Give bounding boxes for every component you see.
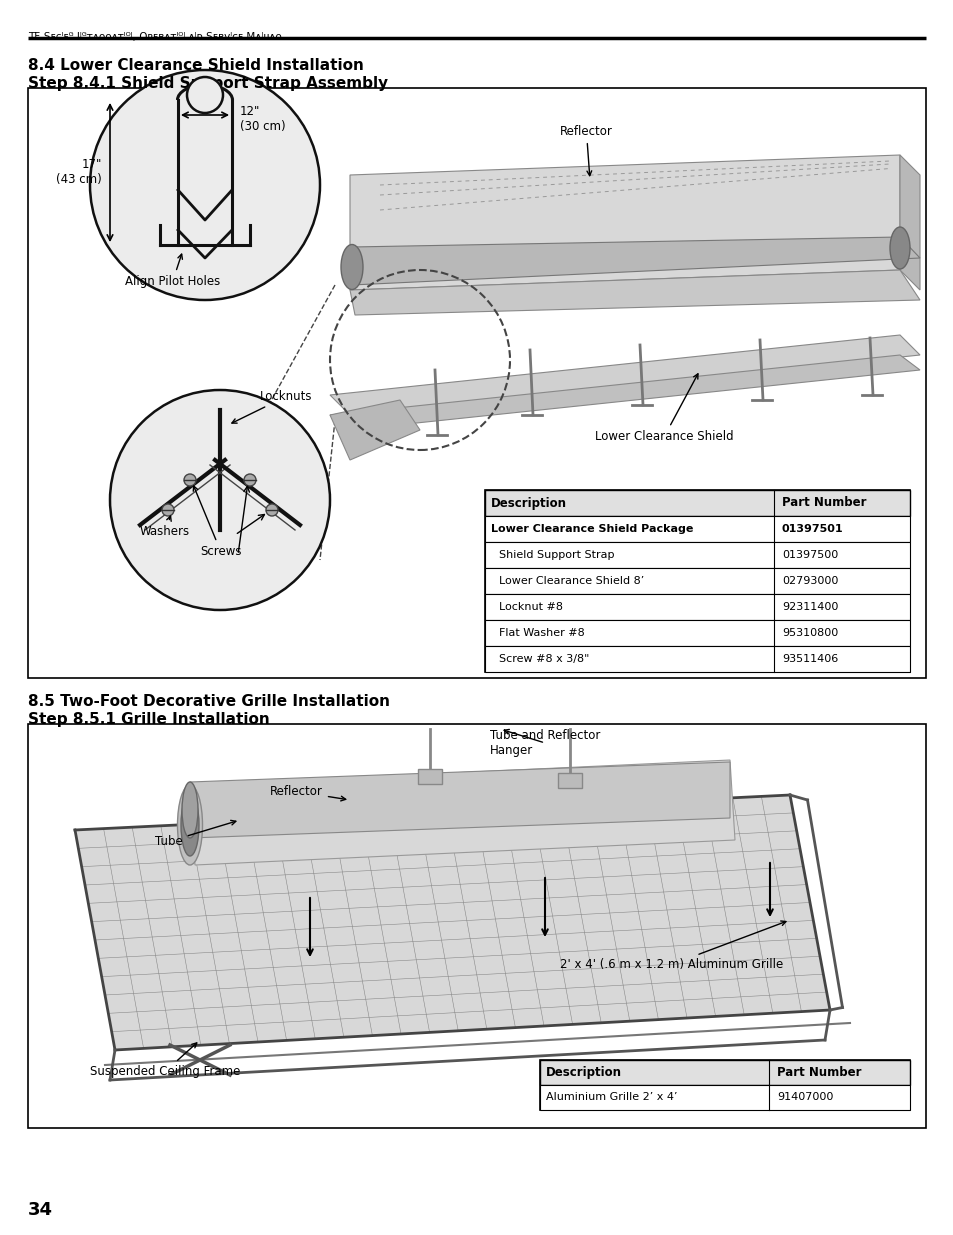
Text: 01397501: 01397501 bbox=[781, 524, 842, 534]
Ellipse shape bbox=[889, 227, 909, 269]
Polygon shape bbox=[352, 237, 919, 285]
Circle shape bbox=[187, 77, 223, 112]
Text: Lower Clearance Shield: Lower Clearance Shield bbox=[595, 374, 733, 443]
Bar bbox=[484, 490, 909, 672]
Text: Aluminium Grille 2’ x 4’: Aluminium Grille 2’ x 4’ bbox=[545, 1093, 677, 1103]
Ellipse shape bbox=[181, 794, 199, 856]
Text: Locknut #8: Locknut #8 bbox=[498, 601, 562, 613]
Text: Shield Support Strap: Shield Support Strap bbox=[498, 550, 614, 559]
Text: Tube and Reflector
Hanger: Tube and Reflector Hanger bbox=[490, 729, 599, 757]
Polygon shape bbox=[417, 769, 441, 784]
Text: Reflector: Reflector bbox=[270, 785, 345, 802]
Circle shape bbox=[266, 504, 277, 516]
Text: Lower Clearance Shield 8’: Lower Clearance Shield 8’ bbox=[498, 576, 643, 585]
Polygon shape bbox=[75, 795, 829, 1050]
Circle shape bbox=[184, 474, 195, 487]
Ellipse shape bbox=[182, 782, 198, 839]
Circle shape bbox=[110, 390, 330, 610]
Circle shape bbox=[90, 70, 319, 300]
Text: 93511406: 93511406 bbox=[781, 655, 838, 664]
Text: Reflector: Reflector bbox=[559, 125, 612, 175]
Text: 92311400: 92311400 bbox=[781, 601, 838, 613]
Text: 91407000: 91407000 bbox=[776, 1093, 833, 1103]
Text: Tube: Tube bbox=[154, 820, 235, 848]
Bar bbox=[539, 1086, 909, 1110]
Polygon shape bbox=[558, 773, 581, 788]
Text: Step 8.4.1 Shield Support Strap Assembly: Step 8.4.1 Shield Support Strap Assembly bbox=[28, 77, 388, 91]
Text: Flat Washer #8: Flat Washer #8 bbox=[498, 629, 584, 638]
Bar bbox=[484, 620, 909, 646]
Polygon shape bbox=[330, 335, 919, 415]
Text: Description: Description bbox=[545, 1066, 621, 1079]
Text: Part Number: Part Number bbox=[776, 1066, 861, 1079]
Bar bbox=[28, 88, 925, 678]
Polygon shape bbox=[350, 270, 919, 315]
Bar bbox=[539, 1060, 909, 1086]
Text: Screws: Screws bbox=[193, 487, 241, 558]
Text: Washers: Washers bbox=[140, 516, 190, 538]
Bar bbox=[28, 724, 925, 1128]
Text: 95310800: 95310800 bbox=[781, 629, 838, 638]
Polygon shape bbox=[190, 762, 729, 839]
Text: 17"
(43 cm): 17" (43 cm) bbox=[56, 158, 102, 186]
Text: 8.4 Lower Clearance Shield Installation: 8.4 Lower Clearance Shield Installation bbox=[28, 58, 363, 73]
Text: 2' x 4' (.6 m x 1.2 m) Aluminum Grille: 2' x 4' (.6 m x 1.2 m) Aluminum Grille bbox=[559, 921, 785, 971]
Text: Screw #8 x 3/8": Screw #8 x 3/8" bbox=[498, 655, 589, 664]
Text: Step 8.5.1 Grille Installation: Step 8.5.1 Grille Installation bbox=[28, 713, 270, 727]
Text: 12"
(30 cm): 12" (30 cm) bbox=[240, 105, 285, 133]
Bar bbox=[484, 646, 909, 672]
Text: Align Pilot Holes: Align Pilot Holes bbox=[125, 254, 220, 288]
Text: 34: 34 bbox=[28, 1200, 53, 1219]
Text: 02793000: 02793000 bbox=[781, 576, 838, 585]
Polygon shape bbox=[190, 760, 734, 864]
Text: Suspended Ceiling Frame: Suspended Ceiling Frame bbox=[90, 1042, 240, 1078]
Text: Part Number: Part Number bbox=[781, 496, 865, 510]
Bar bbox=[484, 516, 909, 542]
Text: Description: Description bbox=[491, 496, 566, 510]
Circle shape bbox=[162, 504, 173, 516]
Polygon shape bbox=[330, 400, 419, 459]
Polygon shape bbox=[350, 156, 899, 290]
Text: 8.5 Two-Foot Decorative Grille Installation: 8.5 Two-Foot Decorative Grille Installat… bbox=[28, 694, 390, 709]
Bar bbox=[484, 490, 909, 516]
Text: Lower Clearance Shield Package: Lower Clearance Shield Package bbox=[491, 524, 693, 534]
Bar bbox=[484, 542, 909, 568]
Text: TF-Sᴇᴄᴵᴇᴳ Iᴶᴳᴛᴀᴏᴏᴀᴛᴵᴼᴶ, Oᴘᴇᴃᴀᴛᴵᴼᴶ ᴀᴶᴅ Sᴇᴃᴠᴵᴄᴇ Mᴀᴶᴜᴀᴏ: TF-Sᴇᴄᴵᴇᴳ Iᴶᴳᴛᴀᴏᴏᴀᴛᴵᴼᴶ, Oᴘᴇᴃᴀᴛᴵᴼᴶ ᴀᴶᴅ Sᴇ… bbox=[28, 32, 281, 42]
Bar bbox=[484, 568, 909, 594]
Text: 01397500: 01397500 bbox=[781, 550, 838, 559]
Polygon shape bbox=[330, 354, 919, 430]
Bar bbox=[484, 594, 909, 620]
Circle shape bbox=[244, 474, 255, 487]
Ellipse shape bbox=[177, 785, 202, 864]
Polygon shape bbox=[899, 156, 919, 290]
Bar bbox=[539, 1060, 909, 1110]
Ellipse shape bbox=[340, 245, 363, 289]
Text: Locknuts: Locknuts bbox=[232, 390, 313, 424]
